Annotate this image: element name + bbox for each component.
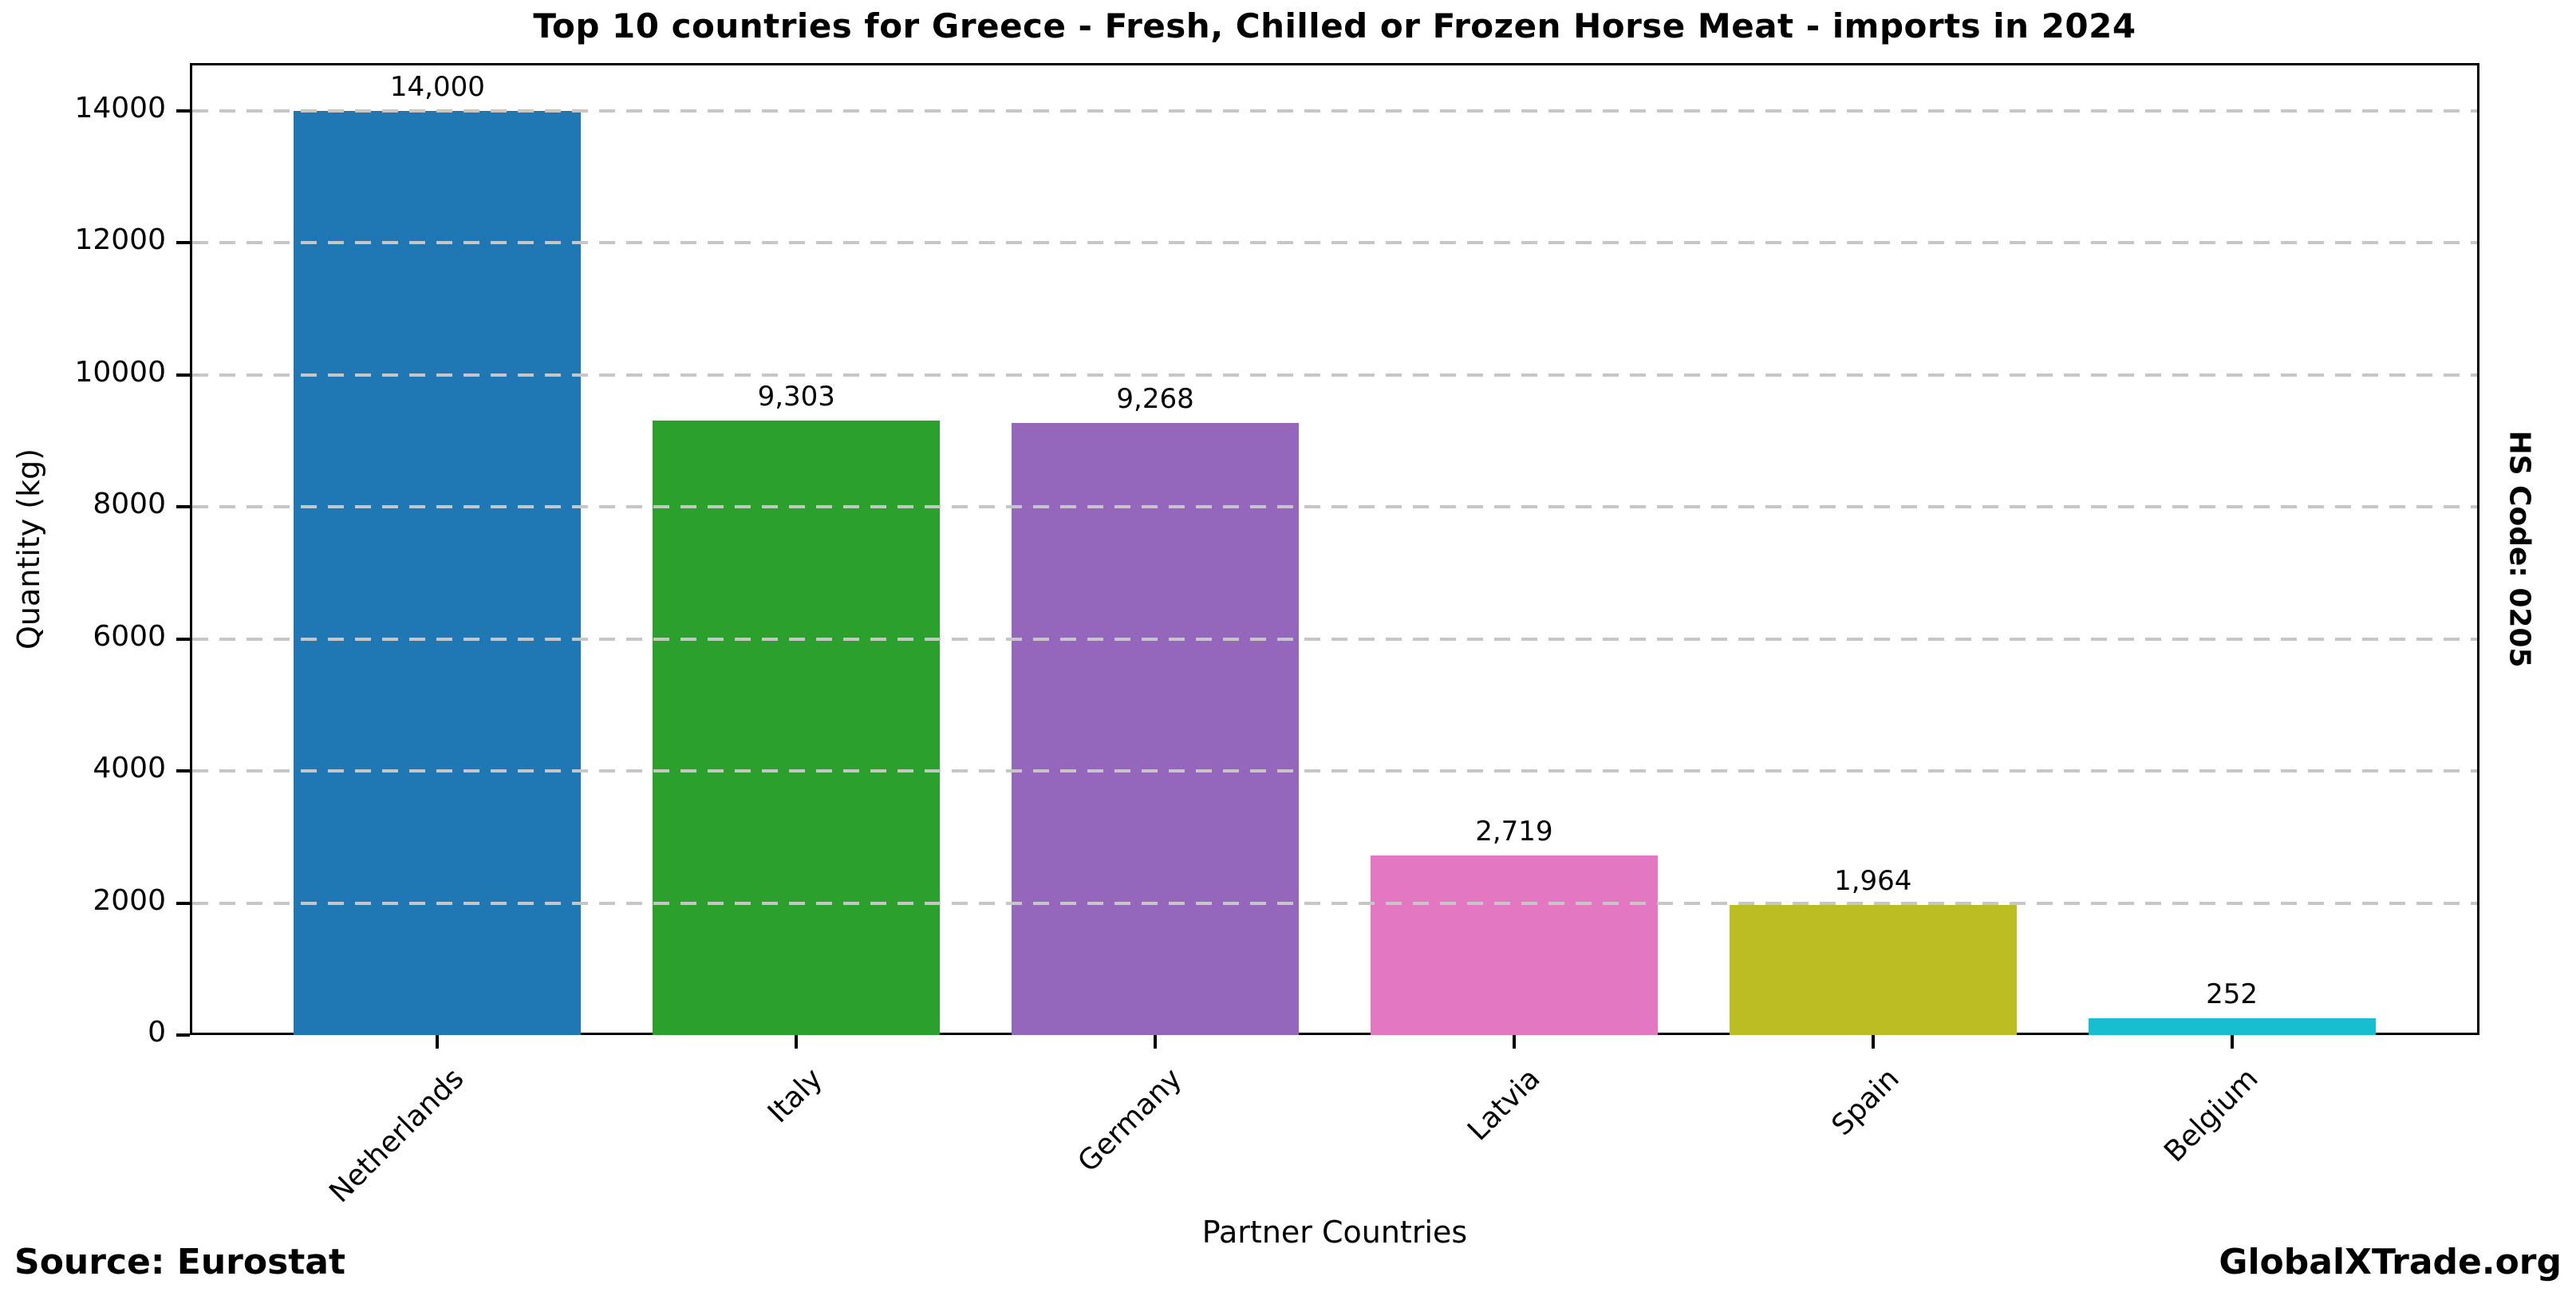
y-tick-label-0: 0 xyxy=(148,1016,166,1049)
y-tick-mark-8000 xyxy=(176,505,190,509)
bar-germany xyxy=(1012,423,1299,1035)
x-tick-mark-latvia xyxy=(1512,1035,1516,1049)
x-tick-label-text-germany: Germany xyxy=(1071,1062,1189,1179)
bar-value-label-netherlands: 14,000 xyxy=(389,70,485,103)
x-tick-label-text-latvia: Latvia xyxy=(1462,1062,1547,1148)
bar-italy xyxy=(653,421,941,1035)
y-tick-mark-10000 xyxy=(176,373,190,377)
x-tick-label-text-belgium: Belgium xyxy=(2158,1062,2265,1169)
x-tick-mark-belgium xyxy=(2230,1035,2234,1049)
bar-value-label-latvia: 2,719 xyxy=(1475,816,1553,848)
hs-code-label: HS Code: 0205 xyxy=(2503,430,2536,668)
y-axis-label: Quantity (kg) xyxy=(11,448,46,650)
bar-latvia xyxy=(1370,855,1658,1035)
y-tick-label-10000: 10000 xyxy=(74,355,166,389)
y-tick-label-14000: 14000 xyxy=(74,91,166,124)
y-tick-label-6000: 6000 xyxy=(93,619,166,653)
y-tick-mark-12000 xyxy=(176,241,190,245)
x-axis-label: Partner Countries xyxy=(1201,1215,1468,1250)
y-tick-mark-2000 xyxy=(176,901,190,905)
y-tick-mark-6000 xyxy=(176,637,190,641)
chart-title: Top 10 countries for Greece - Fresh, Chi… xyxy=(533,6,2136,45)
branding-watermark: GlobalXTrade.org xyxy=(2219,1242,2562,1282)
source-note: Source: Eurostat xyxy=(14,1242,346,1282)
y-tick-mark-4000 xyxy=(176,769,190,773)
bar-value-label-germany: 9,268 xyxy=(1116,383,1194,416)
x-tick-mark-netherlands xyxy=(436,1035,440,1049)
x-tick-mark-germany xyxy=(1154,1035,1158,1049)
bar-netherlands xyxy=(294,110,582,1035)
y-tick-label-2000: 2000 xyxy=(93,883,166,917)
y-tick-label-8000: 8000 xyxy=(93,488,166,521)
x-tick-mark-italy xyxy=(795,1035,799,1049)
bar-value-label-belgium: 252 xyxy=(2206,978,2258,1011)
x-tick-label-text-italy: Italy xyxy=(762,1062,830,1130)
y-tick-mark-14000 xyxy=(176,109,190,113)
bar-value-label-italy: 9,303 xyxy=(757,381,835,413)
bar-value-label-spain: 1,964 xyxy=(1834,865,1912,898)
x-tick-label-text-netherlands: Netherlands xyxy=(323,1062,471,1210)
y-tick-label-4000: 4000 xyxy=(93,752,166,785)
bar-spain xyxy=(1729,905,2017,1035)
x-tick-label-text-spain: Spain xyxy=(1825,1062,1906,1143)
bar-belgium xyxy=(2088,1018,2376,1035)
y-tick-label-12000: 12000 xyxy=(74,223,166,257)
x-tick-mark-spain xyxy=(1871,1035,1875,1049)
y-tick-mark-0 xyxy=(176,1033,190,1037)
